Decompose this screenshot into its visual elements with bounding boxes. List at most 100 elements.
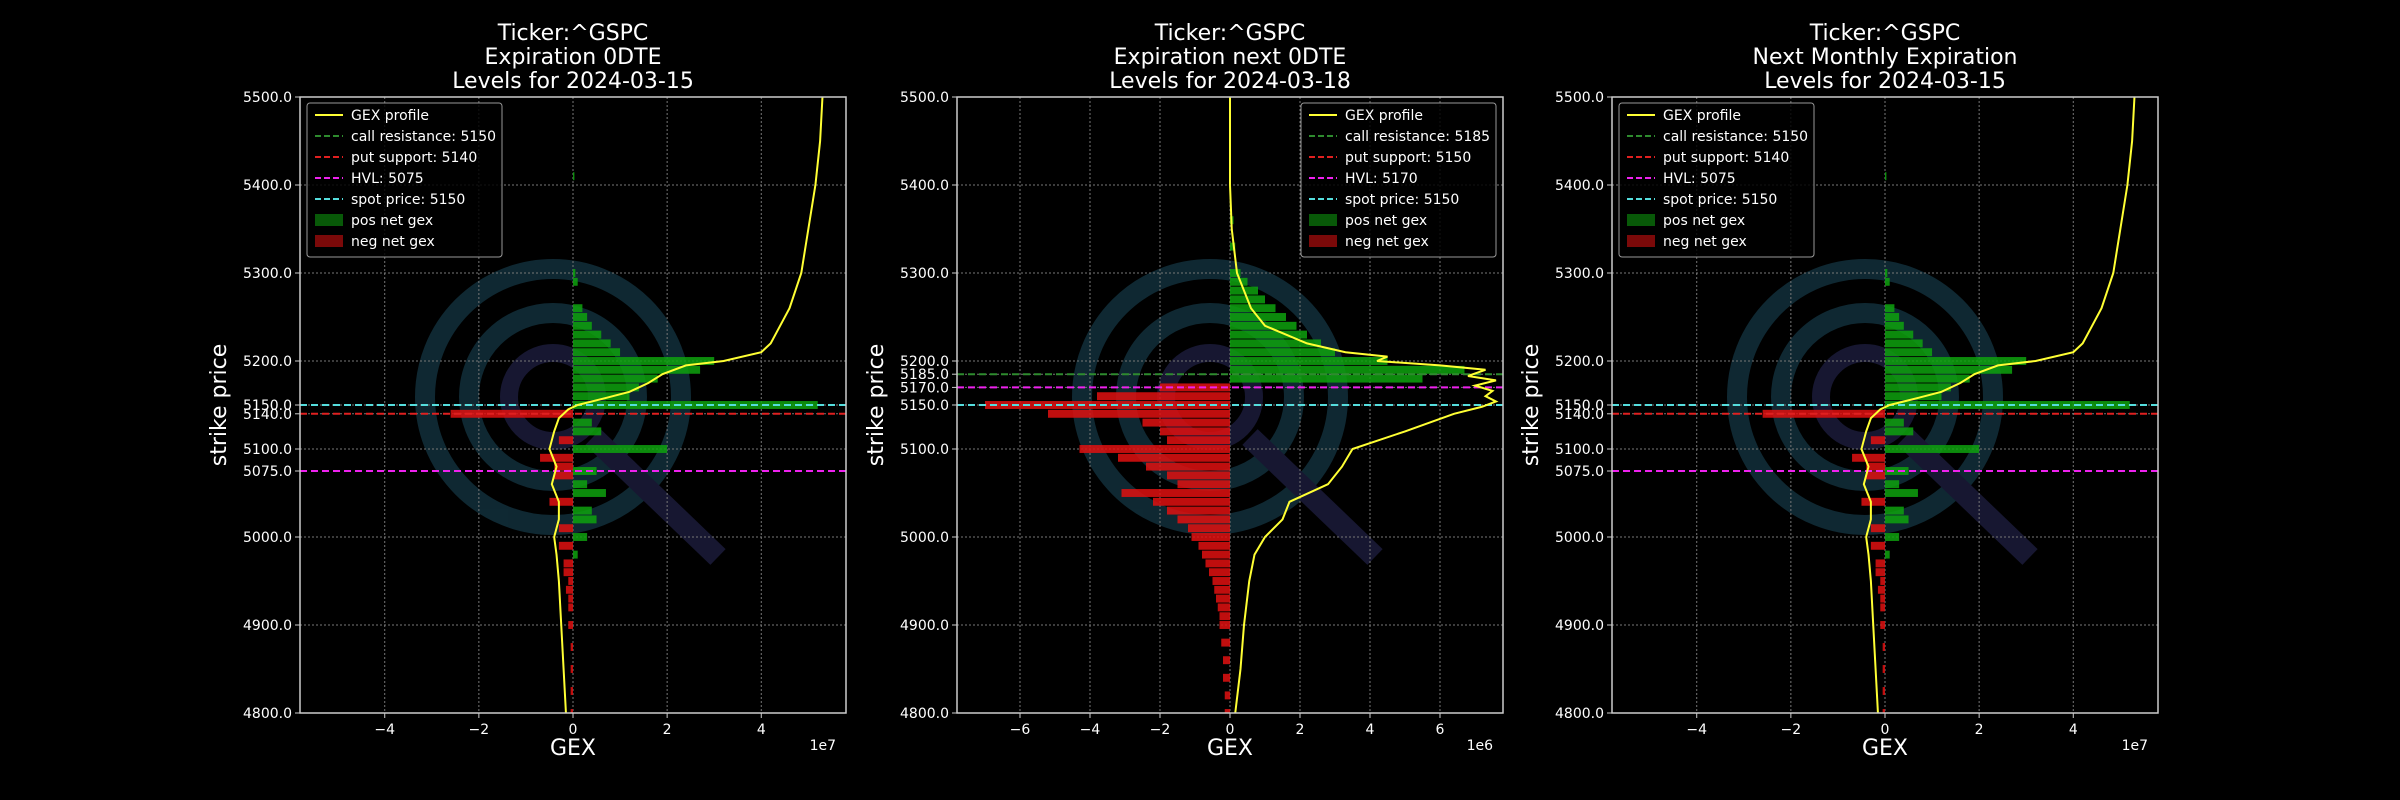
y-tick-label: 4800.0 (243, 706, 292, 722)
pos-net-gex-bar (573, 313, 588, 321)
pos-net-gex-bar (573, 506, 592, 515)
legend-entry: put support: 5150 (1345, 150, 1471, 166)
neg-net-gex-bar (1875, 568, 1885, 577)
neg-net-gex-bar (554, 462, 573, 471)
neg-net-gex-bar (1882, 709, 1885, 713)
x-axis-label: GEX (550, 736, 596, 761)
pos-net-gex-bar (1885, 401, 2130, 409)
pos-net-gex-bar (1885, 330, 1914, 339)
pos-net-gex-bar (573, 550, 578, 559)
neg-net-gex-bar (1880, 603, 1885, 612)
neg-net-gex-bar (1221, 638, 1230, 647)
pos-net-gex-bar (1885, 365, 2013, 374)
legend-entry: GEX profile (351, 108, 429, 124)
pos-net-gex-bar (1885, 515, 1909, 524)
legend-entry: spot price: 5150 (1663, 192, 1777, 208)
legend-entry: pos net gex (1663, 213, 1745, 229)
neg-net-gex-bar (1160, 427, 1230, 436)
neg-net-gex-bar (1882, 665, 1885, 673)
x-axis-label: GEX (1862, 736, 1908, 761)
y-tick-label: 5400.0 (1555, 178, 1604, 194)
chart-panel-1: −4 −2 0 2 4 4800.0 4900.0 5000.0 5100.0 5140.0515… (207, 21, 847, 761)
chart-legend: GEX profile call resistance: 5150 put supp… (1618, 102, 1815, 258)
chart-title-line: Levels for 2024-03-15 (1764, 69, 2006, 94)
y-tick-label: 4900.0 (1555, 618, 1604, 634)
neg-net-gex-bar (570, 687, 573, 695)
neg-net-gex-bar (1153, 497, 1230, 506)
neg-net-gex-bar (1177, 480, 1230, 489)
pos-net-gex-bar (573, 533, 588, 541)
y-tick-label: 5075.0 (1555, 464, 1604, 480)
neg-net-gex-bar (1870, 436, 1885, 445)
pos-net-gex-bar (1230, 269, 1241, 277)
pos-net-gex-bar (573, 467, 597, 475)
pos-net-gex-bar (573, 374, 658, 383)
x-tick-label: −2 (469, 722, 490, 738)
legend-box (1300, 102, 1497, 258)
legend-entry: put support: 5140 (351, 150, 477, 166)
x-tick-label: −6 (1010, 722, 1031, 738)
legend-entry: call resistance: 5150 (351, 129, 496, 145)
x-tick-label: 0 (1881, 722, 1890, 738)
pos-net-gex-bar (1230, 242, 1236, 251)
legend-swatch-patch (315, 214, 343, 226)
x-tick-label: 6 (1436, 722, 1445, 738)
pos-net-gex-bar (1230, 348, 1335, 357)
neg-net-gex-bar (554, 471, 573, 480)
legend-entry: GEX profile (1663, 108, 1741, 124)
pos-net-gex-bar (1885, 304, 1895, 313)
pos-net-gex-bar (1230, 277, 1248, 286)
x-tick-label: 2 (1296, 722, 1305, 738)
legend-entry: spot price: 5150 (1345, 192, 1459, 208)
pos-net-gex-bar (573, 277, 578, 286)
neg-net-gex-bar (1191, 533, 1230, 541)
y-tick-label: 5140.0 (1555, 407, 1604, 423)
y-tick-label: 5140.0 (243, 407, 292, 423)
y-tick-label: 5300.0 (900, 266, 949, 282)
y-tick-label: 5075.0 (243, 464, 292, 480)
pos-net-gex-bar (573, 330, 602, 339)
chart-title-line: Levels for 2024-03-15 (452, 69, 694, 94)
pos-net-gex-bar (1230, 321, 1297, 330)
x-tick-label: −4 (1686, 722, 1707, 738)
legend-swatch-patch (1627, 214, 1655, 226)
legend-entry: call resistance: 5185 (1345, 129, 1490, 145)
neg-net-gex-bar (1866, 462, 1885, 471)
neg-net-gex-bar (570, 709, 573, 713)
pos-net-gex-bar (1885, 480, 1900, 489)
watermark-tail (585, 429, 726, 565)
y-tick-label: 5000.0 (900, 530, 949, 546)
y-tick-label: 5170.0 (900, 380, 949, 396)
watermark-tail (1897, 429, 2038, 565)
pos-net-gex-bar (1885, 277, 1890, 286)
pos-net-gex-bar (1885, 383, 1951, 392)
chart-legend: GEX profile call resistance: 5185 put supp… (1300, 102, 1497, 258)
pos-net-gex-bar (1885, 489, 1918, 497)
x-tick-label: −2 (1150, 722, 1171, 738)
y-tick-label: 5100.0 (243, 442, 292, 458)
chart-panel-2: −6 −4 −2 0 2 4 6 4800.0 4900.0 5000.0 5100.0 5150.0… (864, 21, 1504, 761)
x-tick-label: −4 (374, 722, 395, 738)
chart-panel-3: −4 −2 0 2 4 4800.0 4900.0 5000.0 5100.0 5140.0515… (1519, 21, 2159, 761)
legend-entry: spot price: 5150 (351, 192, 465, 208)
y-tick-label: 5200.0 (243, 354, 292, 370)
pos-net-gex-bar (573, 392, 630, 401)
neg-net-gex-bar (1212, 577, 1230, 585)
neg-net-gex-bar (1079, 445, 1230, 453)
gex-profile-line (1860, 97, 2136, 713)
y-tick-label: 5200.0 (900, 354, 949, 370)
y-tick-label: 5100.0 (1555, 442, 1604, 458)
neg-net-gex-bar (540, 453, 573, 462)
pos-net-gex-bar (1885, 374, 1970, 383)
legend-entry: call resistance: 5150 (1663, 129, 1808, 145)
x-exponent-label: 1e7 (810, 738, 836, 754)
chart-title-line: Next Monthly Expiration (1753, 45, 2018, 70)
neg-net-gex-bar (549, 497, 573, 506)
pos-net-gex-bar (573, 339, 611, 348)
neg-net-gex-bar (1205, 559, 1230, 568)
y-tick-label: 5200.0 (1555, 354, 1604, 370)
legend-entry: pos net gex (351, 213, 433, 229)
neg-net-gex-bar (1146, 462, 1230, 471)
neg-net-gex-bar (1219, 612, 1230, 621)
y-tick-label: 5500.0 (900, 90, 949, 106)
